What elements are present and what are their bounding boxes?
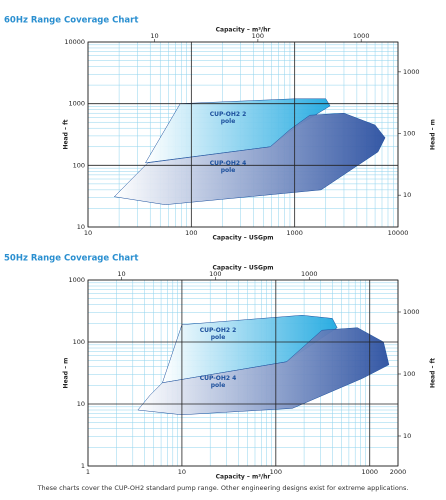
region-label: CUP-OH2 4 pole [199, 375, 237, 389]
y-tick-label: 1000 [68, 100, 85, 108]
y2-tick-label: 100 [403, 370, 415, 378]
x2-axis-label: Capacity – m³/hr [216, 27, 271, 34]
y-tick-label: 10 [77, 223, 85, 231]
x-tick-label: 10 [178, 468, 186, 476]
x-tick-label: 10 [84, 229, 92, 237]
y-tick-label: 1 [81, 462, 85, 470]
plot-frame [87, 279, 399, 467]
x-tick-label: 1 [86, 468, 90, 476]
region-label: CUP-OH2 4 pole [209, 160, 247, 174]
y-tick-label: 100 [73, 338, 85, 346]
coverage-region [113, 112, 386, 205]
x-tick-label: 2000 [390, 468, 407, 476]
coverage-region [137, 327, 390, 416]
x-tick-label: 100 [185, 229, 197, 237]
x-tick-label: 10000 [388, 229, 409, 237]
y-axis-label: Head – ft [63, 119, 70, 149]
region-label: CUP-OH2 2 pole [209, 111, 247, 125]
y2-tick-label: 100 [403, 130, 415, 138]
y-axis-label: Head – m [63, 358, 70, 389]
x2-tick-label: 100 [252, 32, 264, 40]
x2-tick-label: 10 [117, 270, 125, 278]
y2-tick-label: 10 [403, 191, 411, 199]
x2-tick-label: 1000 [353, 32, 370, 40]
y2-tick-label: 1000 [403, 308, 420, 316]
x-tick-label: 100 [270, 468, 282, 476]
x-axis-label: Capacity – m³/hr [216, 474, 271, 481]
plot-frame [87, 41, 399, 228]
y-tick-label: 10000 [64, 38, 85, 46]
chart-title: 60Hz Range Coverage Chart [4, 16, 138, 26]
x2-tick-label: 10 [150, 32, 158, 40]
region-label: CUP-OH2 2 pole [199, 327, 237, 341]
y2-axis-label: Head – m [430, 119, 437, 150]
x2-tick-label: 1000 [301, 270, 318, 278]
y-tick-label: 10 [77, 400, 85, 408]
x-tick-label: 1000 [286, 229, 303, 237]
x-axis-label: Capacity – USGpm [212, 235, 273, 242]
y-tick-label: 1000 [68, 276, 85, 284]
x2-tick-label: 100 [209, 270, 221, 278]
y2-axis-label: Head – ft [430, 358, 437, 388]
y-tick-label: 100 [73, 161, 85, 169]
chart-title: 50Hz Range Coverage Chart [4, 254, 138, 264]
x-tick-label: 1000 [361, 468, 378, 476]
y2-tick-label: 1000 [403, 68, 420, 76]
footnote: These charts cover the CUP-OH2 standard … [37, 484, 409, 492]
x2-axis-label: Capacity – USGpm [212, 265, 273, 272]
y2-tick-label: 10 [403, 432, 411, 440]
